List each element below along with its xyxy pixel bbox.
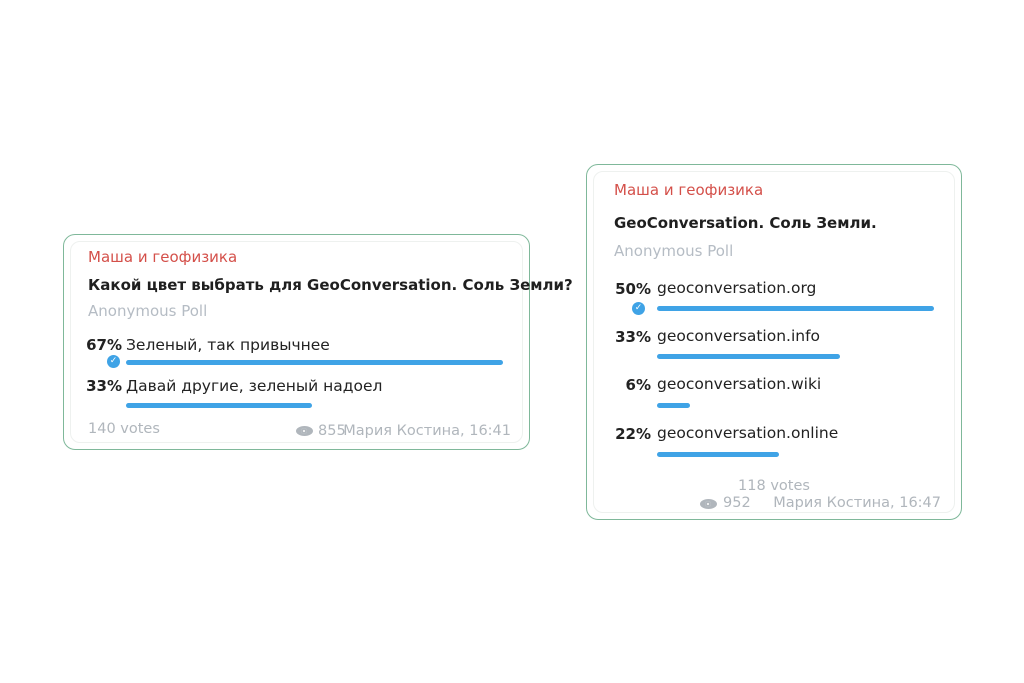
poll-type: Anonymous Poll <box>88 302 208 320</box>
poll-card-1: Маша и геофизика Какой цвет выбрать для … <box>63 234 573 450</box>
option-label[interactable]: geoconversation.org <box>657 279 817 297</box>
option-percent: 50% <box>615 280 651 298</box>
option-label[interactable]: Зеленый, так привычнее <box>126 336 330 354</box>
option-bar <box>126 360 503 365</box>
option-bar <box>657 354 840 359</box>
card-inner-border <box>70 241 523 443</box>
poll-card-2: Маша и геофизика GeoConversation. Соль З… <box>586 164 962 520</box>
option-label[interactable]: geoconversation.online <box>657 424 839 442</box>
poll-question: GeoConversation. Соль Земли. <box>614 214 877 232</box>
votes-count[interactable]: 118 votes <box>738 478 810 494</box>
check-icon: ✓ <box>107 355 120 368</box>
option-percent: 33% <box>86 377 122 395</box>
option-bar <box>657 403 691 408</box>
option-bar <box>657 452 779 457</box>
option-percent: 33% <box>615 328 651 346</box>
card-inner-border <box>593 171 955 513</box>
option-percent: 22% <box>615 425 651 443</box>
option-bar <box>126 403 312 408</box>
view-count: 952 <box>723 495 751 511</box>
option-bar <box>657 306 934 311</box>
option-label[interactable]: geoconversation.wiki <box>657 375 822 393</box>
poll-question: Какой цвет выбрать для GeoConversation. … <box>88 276 573 294</box>
check-icon: ✓ <box>632 302 645 315</box>
author-time: Мария Костина, 16:47 <box>773 495 941 511</box>
eye-icon <box>296 426 313 436</box>
sender-name[interactable]: Маша и геофизика <box>88 248 238 266</box>
eye-icon <box>700 499 717 509</box>
author-time: Мария Костина, 16:41 <box>343 423 511 439</box>
option-percent: 67% <box>86 336 122 354</box>
option-percent: 6% <box>625 376 651 394</box>
view-count: 855 <box>318 423 346 439</box>
sender-name[interactable]: Маша и геофизика <box>614 181 764 199</box>
votes-count[interactable]: 140 votes <box>88 421 160 437</box>
option-label[interactable]: geoconversation.info <box>657 327 821 345</box>
option-label[interactable]: Давай другие, зеленый надоел <box>126 377 383 395</box>
poll-type: Anonymous Poll <box>614 242 734 260</box>
